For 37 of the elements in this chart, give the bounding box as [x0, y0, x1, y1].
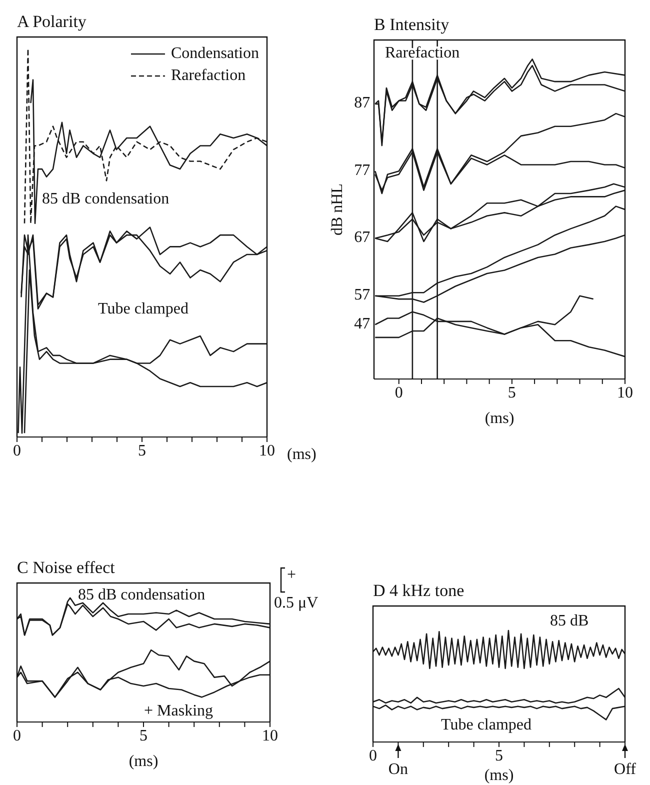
- x-axis-title: (ms): [128, 753, 158, 770]
- y-axis-title: dB nHL: [329, 184, 346, 236]
- x-tick-label: 0: [394, 384, 403, 402]
- chart-title: C Noise effect: [17, 558, 116, 577]
- series-label: 47: [354, 315, 370, 332]
- x-axis-title: (ms): [484, 767, 514, 784]
- x-tick-label: 5: [495, 747, 503, 764]
- x-axis-title: (ms): [287, 446, 316, 463]
- series-label: 57: [354, 286, 370, 304]
- series-label: 67: [354, 228, 370, 246]
- text: +: [287, 566, 296, 584]
- legend-label: Rarefaction: [171, 66, 246, 86]
- annotation: Tube clamped: [98, 300, 189, 318]
- text: 85 dB: [550, 612, 589, 630]
- legend-label: Condensation: [171, 44, 259, 64]
- x-tick-label: 5: [140, 727, 148, 744]
- text: 0.5 μV: [274, 594, 319, 612]
- series-label: 87: [354, 94, 370, 112]
- annotation: Off: [614, 761, 637, 778]
- x-tick-label: 5: [138, 442, 146, 460]
- annotation: Tube clamped: [441, 716, 532, 734]
- x-tick-label: 10: [259, 442, 275, 460]
- chart-title: A Polarity: [17, 12, 87, 31]
- x-tick-label: 10: [617, 384, 633, 402]
- chart-title: B Intensity: [374, 15, 450, 34]
- chart-title: D 4 kHz tone: [373, 581, 464, 600]
- x-tick-label: 0: [13, 727, 21, 744]
- annotation: On: [388, 761, 408, 778]
- series-label: 77: [354, 162, 370, 179]
- x-tick-label: 0: [369, 747, 377, 764]
- x-tick-label: 0: [13, 442, 21, 460]
- annotation: 85 dB condensation: [78, 586, 206, 604]
- annotation: + Masking: [144, 702, 214, 720]
- annotation: 85 dB condensation: [42, 190, 170, 208]
- x-axis-title: (ms): [484, 410, 514, 427]
- x-tick-label: 10: [262, 727, 278, 744]
- x-tick-label: 5: [508, 384, 516, 402]
